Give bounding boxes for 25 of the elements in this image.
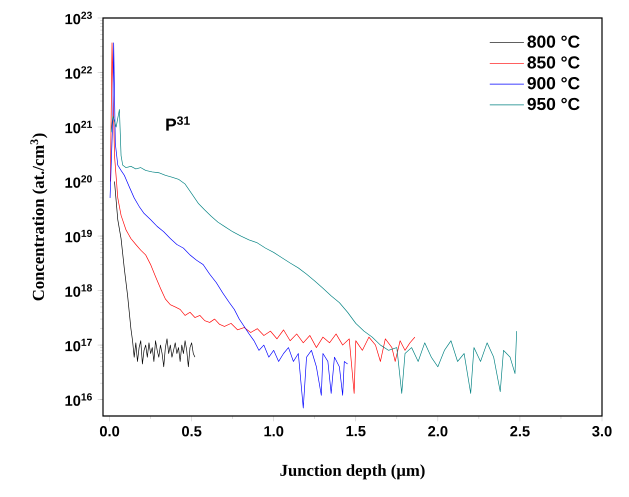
y-tick-label: 10$^{22}$	[65, 66, 92, 79]
line-series	[110, 42, 348, 408]
x-tick-label: 2.0	[428, 426, 448, 436]
y-tick-label: 10$^{16}$	[65, 393, 92, 406]
x-axis-title: Junction depth (µm)	[280, 464, 425, 480]
y-tick-label: 10$^{18}$	[65, 284, 92, 297]
x-tick-label: 2.5	[510, 426, 530, 436]
y-tick-label: 10$^{21}$	[65, 120, 92, 134]
legend-label: 950 °C	[528, 98, 580, 110]
y-tick-label: 10$^{23}$	[65, 12, 92, 24]
legend-label: 850 °C	[527, 56, 580, 69]
x-tick-label: 0.5	[182, 426, 202, 436]
y-axis-title: Concentration (at./cm$^{3}$)	[30, 133, 48, 300]
legend-label: 900 °C	[528, 77, 580, 90]
x-tick-label: 3.0	[592, 426, 612, 436]
y-tick-label: 10$^{17}$	[65, 338, 92, 352]
annotation: P$^{31}$	[166, 116, 190, 131]
y-tick-label: 10$^{20}$	[65, 175, 92, 188]
x-tick-label: 1.5	[346, 426, 366, 436]
legend-label: 800 °C	[527, 36, 580, 48]
y-tick-label: 10$^{19}$	[65, 230, 92, 242]
line-series	[110, 42, 416, 394]
line-series	[110, 109, 517, 394]
x-tick-label: 1.0	[264, 426, 284, 436]
x-tick-label: 0.0	[100, 426, 120, 436]
